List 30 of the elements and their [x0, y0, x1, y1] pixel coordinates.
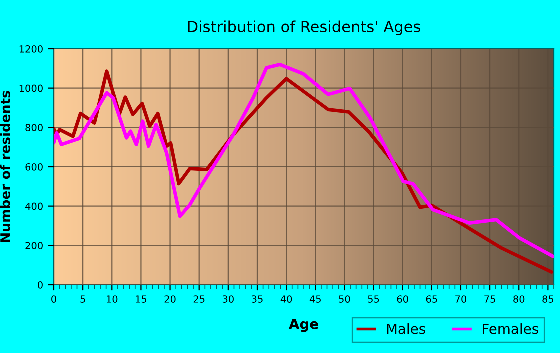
x-tick-label: 35: [252, 296, 263, 303]
x-tick-label: 50: [339, 296, 350, 303]
x-tick-label: 70: [456, 296, 467, 303]
y-tick-label: 1000: [20, 84, 43, 92]
x-tick-label: 25: [194, 296, 205, 303]
y-tick-label: 200: [26, 242, 43, 250]
x-tick-label: 85: [542, 296, 554, 303]
legend-label: Females: [483, 324, 538, 334]
y-tick-label: 600: [26, 163, 43, 171]
y-tick-label: 1200: [20, 45, 43, 53]
x-tick-label: 10: [107, 296, 118, 303]
x-tick-label: 80: [514, 296, 525, 303]
x-tick-label: 40: [280, 296, 292, 303]
legend-label: Males: [387, 324, 426, 334]
x-tick-label: 20: [164, 296, 176, 303]
x-tick-label: 65: [426, 296, 438, 303]
x-tick-label: 75: [484, 296, 496, 303]
y-tick-label: 400: [26, 202, 43, 210]
x-axis-title: Age: [289, 319, 318, 332]
x-tick-label: 45: [310, 296, 321, 303]
x-tick-label: 5: [80, 296, 86, 303]
y-tick-label: 800: [26, 124, 43, 132]
x-tick-label: 15: [136, 296, 147, 303]
y-tick-label: 0: [38, 281, 43, 289]
x-tick-label: 60: [397, 296, 408, 303]
chart-title: Distribution of Residents' Ages: [188, 20, 420, 36]
x-tick-label: 30: [222, 296, 234, 303]
x-tick-label: 0: [52, 296, 56, 303]
y-axis-title: Number of residents: [0, 91, 10, 242]
x-tick-label: 55: [368, 296, 380, 303]
